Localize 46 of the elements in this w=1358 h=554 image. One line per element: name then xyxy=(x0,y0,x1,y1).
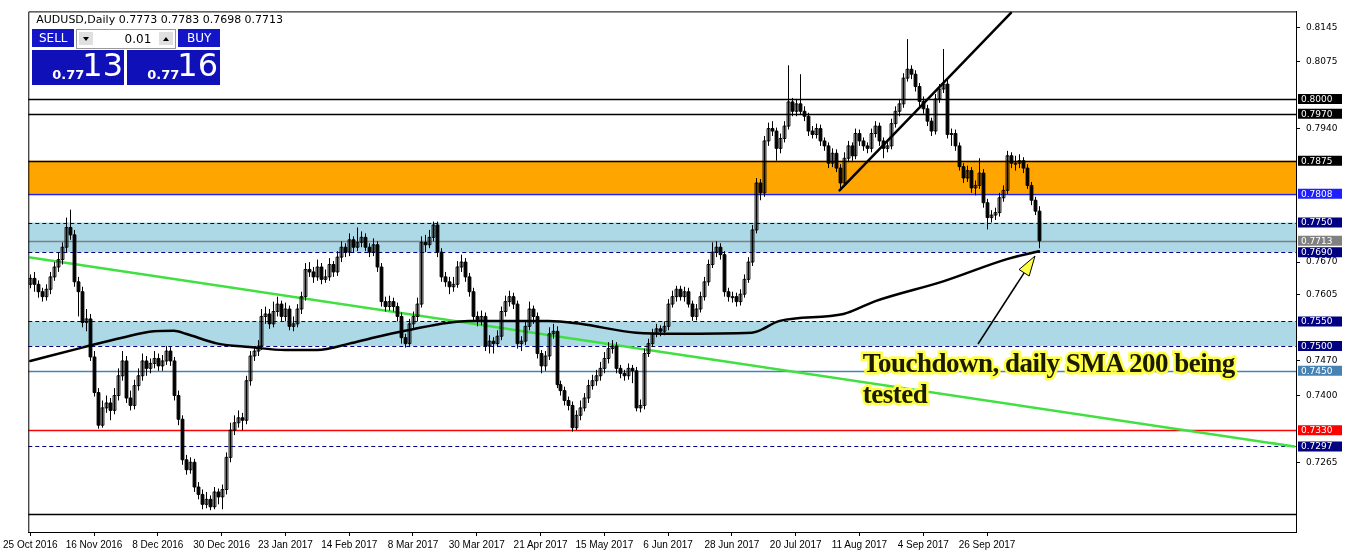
candlestick xyxy=(830,147,835,168)
ref-line-label: 0.7500 xyxy=(1301,340,1333,351)
x-tick-label: 8 Mar 2017 xyxy=(387,538,439,550)
candlestick xyxy=(271,301,276,328)
y-tick-label: 0.8145 xyxy=(1306,21,1338,32)
ref-line-label: 0.7690 xyxy=(1301,247,1333,258)
y-tick-label: 0.7670 xyxy=(1306,256,1338,267)
x-tick-label: 14 Feb 2017 xyxy=(321,538,378,550)
x-tick-label: 8 Dec 2016 xyxy=(132,538,184,550)
annotation: 0.77 xyxy=(52,67,85,83)
y-tick-label: 0.7470 xyxy=(1306,355,1338,366)
ref-line-label: 0.7450 xyxy=(1301,365,1333,376)
annotation: BUY xyxy=(178,29,221,48)
ref-line-label: 0.7808 xyxy=(1301,188,1333,199)
y-tick-label: 0.7265 xyxy=(1306,456,1338,467)
x-tick-label: 30 Mar 2017 xyxy=(448,538,506,550)
chart-title: AUDUSD,Daily 0.7773 0.7783 0.7698 0.7713 xyxy=(36,13,284,27)
x-tick-label: 30 Dec 2016 xyxy=(193,538,251,550)
y-tick-label: 0.7400 xyxy=(1306,389,1338,400)
x-tick-label: 6 Jun 2017 xyxy=(643,538,694,550)
x-tick-label: 26 Sep 2017 xyxy=(958,538,1016,550)
ref-line-label: 0.7297 xyxy=(1301,441,1333,452)
ref-line-label: 0.7550 xyxy=(1301,316,1333,327)
annotation: SELL xyxy=(32,29,75,48)
ref-line-label: 0.7875 xyxy=(1301,155,1333,166)
x-tick-label: 15 May 2017 xyxy=(575,538,634,550)
x-tick-label: 11 Aug 2017 xyxy=(831,538,888,550)
x-tick-label: 28 Jun 2017 xyxy=(704,538,760,550)
ref-line-label: 0.7713 xyxy=(1301,235,1333,246)
y-tick-label: 0.7940 xyxy=(1306,122,1338,133)
y-tick-label: 0.7605 xyxy=(1306,288,1338,299)
annotation: Touchdown, daily SMA 200 being tested xyxy=(862,348,1235,411)
x-tick-label: 16 Nov 2016 xyxy=(65,538,123,550)
x-tick-label: 4 Sep 2017 xyxy=(897,538,950,550)
ref-line-label: 0.7970 xyxy=(1301,108,1333,119)
annotation: 0.01 xyxy=(124,32,152,47)
y-tick-label: 0.8075 xyxy=(1306,56,1338,67)
number-field: 0.01 xyxy=(76,29,177,50)
x-tick-label: 21 Apr 2017 xyxy=(513,538,568,550)
ref-line-label: 0.8000 xyxy=(1301,93,1333,104)
ref-line-label: 0.7330 xyxy=(1301,425,1333,435)
x-tick-label: 20 Jul 2017 xyxy=(769,538,822,550)
annotation: 0.77 xyxy=(147,67,180,83)
x-tick-label: 23 Jan 2017 xyxy=(257,538,314,550)
x-tick-label: 25 Oct 2016 xyxy=(3,538,58,550)
ref-line-label: 0.7750 xyxy=(1301,217,1333,228)
